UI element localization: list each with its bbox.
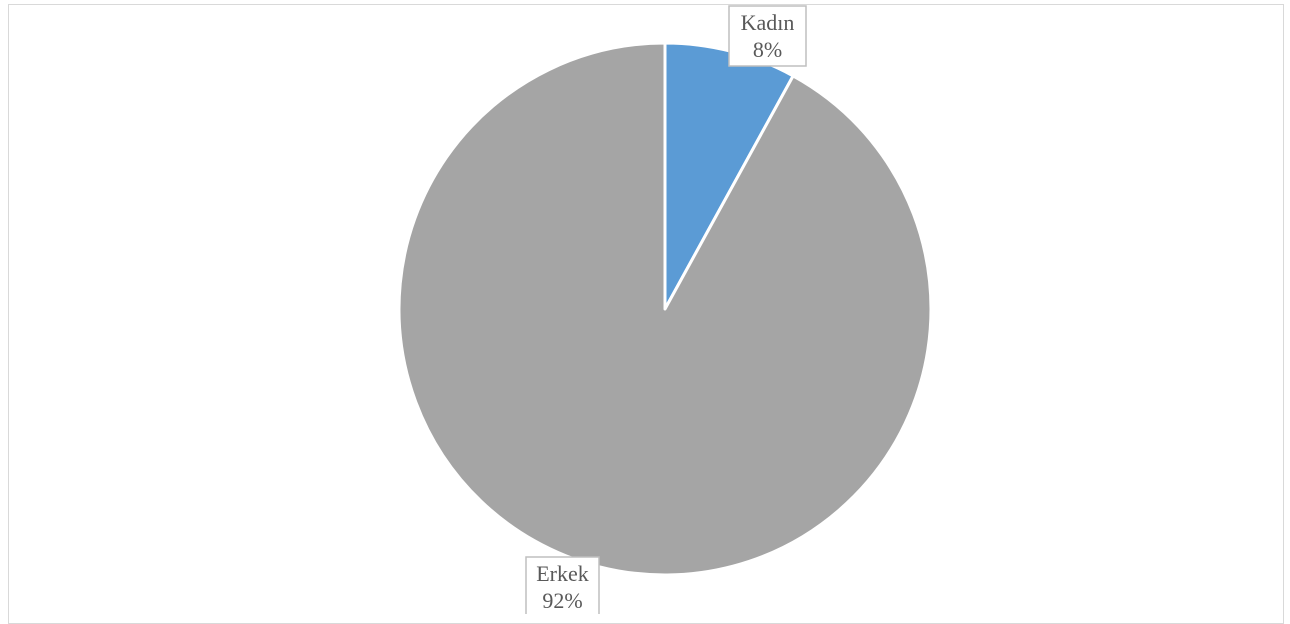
data-label-category: Erkek [536,561,589,586]
data-label-box [728,5,807,67]
data-label-percent: 8% [753,37,782,62]
slices-layer [397,41,933,577]
data-label-percent: 92% [542,588,582,613]
data-label-category: Kadın [741,10,795,35]
pie-slice-erkek [397,41,933,577]
data-label-box [525,556,600,614]
